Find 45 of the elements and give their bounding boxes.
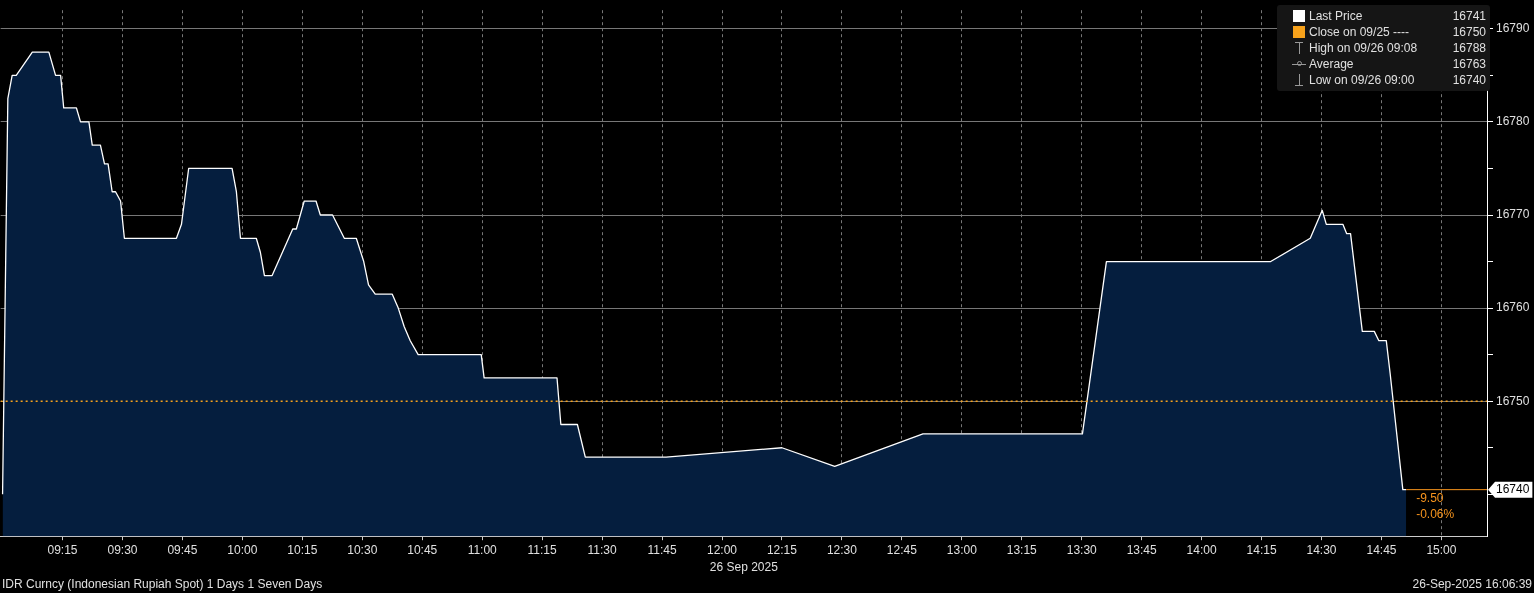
x-tick-label: 14:15 [1246,542,1277,557]
x-tick-label: 12:15 [766,542,798,557]
annotation: 16788 [1451,41,1486,55]
x-axis-title: 26 Sep 2025 [709,560,779,575]
y-tick-label: 16750 [1496,393,1530,408]
y-tick-label: 16770 [1496,207,1530,222]
x-tick-label: 13:45 [1126,542,1158,557]
x-tick-label: 09:45 [167,542,198,557]
x-tick-label: 15:00 [1426,542,1457,557]
x-tick-label: 13:15 [1006,542,1038,557]
annotation: Average [1309,57,1354,71]
annotation: 16750 [1451,25,1486,39]
x-tick-label: 14:00 [1186,542,1217,557]
annotation: High on 09/26 09:08 [1309,41,1418,55]
ref-line-label: 16740 [1496,481,1530,496]
annotation: 16740 [1451,73,1486,87]
annotation: 16763 [1451,57,1486,71]
x-tick-label: 10:15 [287,542,318,557]
x-tick-label: 13:30 [1066,542,1098,557]
x-tick-label: 12:30 [826,542,858,557]
x-tick-label: 11:45 [647,542,677,557]
x-tick-label: 13:00 [946,542,978,557]
y-tick-label: 16790 [1496,21,1530,36]
annotation: -0.06% [1416,506,1455,521]
x-tick-label: 14:30 [1306,542,1337,557]
text: IDR Curncy (Indonesian Rupiah Spot) 1 Days 1 Seven Days [2,577,323,591]
annotation: 16741 [1451,9,1486,23]
x-tick-label: 11:15 [527,542,558,557]
annotation: -9.50 [1416,490,1444,505]
x-tick-label: 14:45 [1366,542,1397,557]
legend-label: Close on 09/25 ---- [1309,25,1410,39]
legend-label: Last Price [1309,9,1363,23]
x-tick-label: 11:00 [467,542,498,557]
x-tick-label: 12:45 [886,542,918,557]
x-tick-label: 12:00 [706,542,738,557]
x-tick-label: 10:00 [227,542,258,557]
x-tick-label: 10:45 [407,542,438,557]
y-tick-label: 16780 [1496,114,1530,129]
y-tick-label: 16760 [1496,300,1530,315]
x-tick-label: 11:30 [587,542,617,557]
text: 26-Sep-2025 16:06:39 [1412,577,1532,591]
x-tick-label: 09:15 [47,542,78,557]
annotation: Low on 09/26 09:00 [1309,73,1415,87]
x-tick-label: 10:30 [347,542,378,557]
x-tick-label: 09:30 [107,542,138,557]
